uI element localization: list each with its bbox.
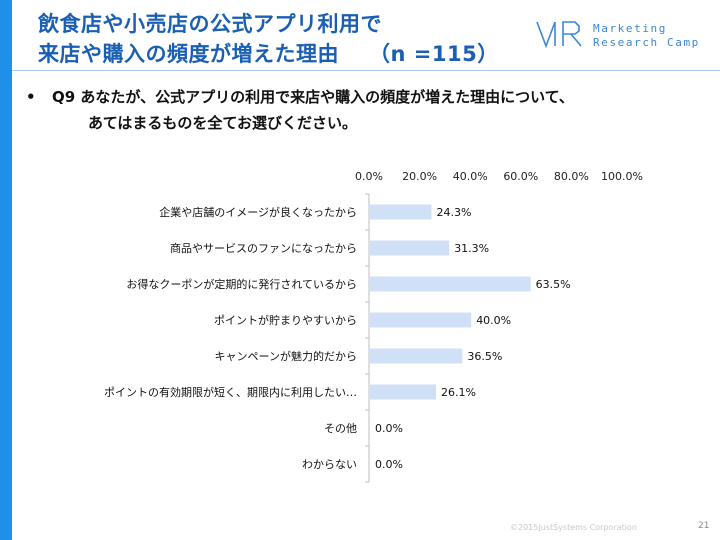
bar (370, 312, 472, 328)
logo-line2: Research Camp (593, 36, 700, 49)
page-title-line2: 来店や購入の頻度が増えた理由 （n =115） (38, 38, 499, 68)
question-line2: あてはまるものを全てお選びください。 (88, 114, 357, 132)
sample-size-label: （n =115） (369, 42, 499, 66)
bar-value-label: 0.0% (375, 458, 403, 471)
page-title-text: 来店や購入の頻度が増えた理由 (38, 42, 339, 66)
bar-value-label: 24.3% (436, 206, 471, 219)
category-label: ポイントの有効期限が短く、期限内に利用したい… (104, 385, 357, 399)
bar-value-label: 31.3% (454, 242, 489, 255)
x-tick-label: 40.0% (453, 170, 488, 183)
logo-wordmark: Marketing Research Camp (593, 22, 700, 50)
bar-value-label: 40.0% (476, 314, 511, 327)
category-label: お得なクーポンが定期的に発行されているから (126, 277, 357, 291)
bar-value-label: 36.5% (467, 350, 502, 363)
category-label: 企業や店舗のイメージが良くなったから (159, 205, 357, 219)
category-label: その他 (324, 422, 357, 435)
x-tick-label: 80.0% (554, 170, 589, 183)
left-accent-bar (0, 0, 12, 540)
category-label: ポイントが貯まりやすいから (214, 313, 357, 327)
question-bullet: • (26, 88, 36, 106)
category-label: 商品やサービスのファンになったから (170, 241, 357, 255)
bar (370, 240, 450, 256)
bar (370, 348, 463, 364)
category-label: わからない (302, 458, 357, 471)
bar (370, 276, 531, 292)
logo-line1: Marketing (593, 22, 668, 35)
bar (370, 204, 432, 220)
logo-mark-icon (536, 21, 582, 48)
page-number: 21 (698, 521, 710, 531)
title-divider (12, 70, 720, 71)
x-tick-label: 20.0% (402, 170, 437, 183)
x-tick-label: 0.0% (355, 170, 383, 183)
bar-value-label: 0.0% (375, 422, 403, 435)
page-title-line1: 飲食店や小売店の公式アプリ利用で (38, 12, 382, 36)
x-tick-label: 60.0% (503, 170, 538, 183)
bar-value-label: 26.1% (441, 386, 476, 399)
copyright-text: ©2015JustSystems Corporation (510, 523, 637, 532)
question-line1: Q9 あなたが、公式アプリの利用で来店や購入の頻度が増えた理由について、 (52, 88, 574, 106)
category-label: キャンペーンが魅力的だから (215, 349, 357, 363)
x-tick-label: 100.0% (601, 170, 643, 183)
bar (370, 384, 437, 400)
bar-value-label: 63.5% (536, 278, 571, 291)
brand-logo: Marketing Research Camp (535, 20, 705, 54)
